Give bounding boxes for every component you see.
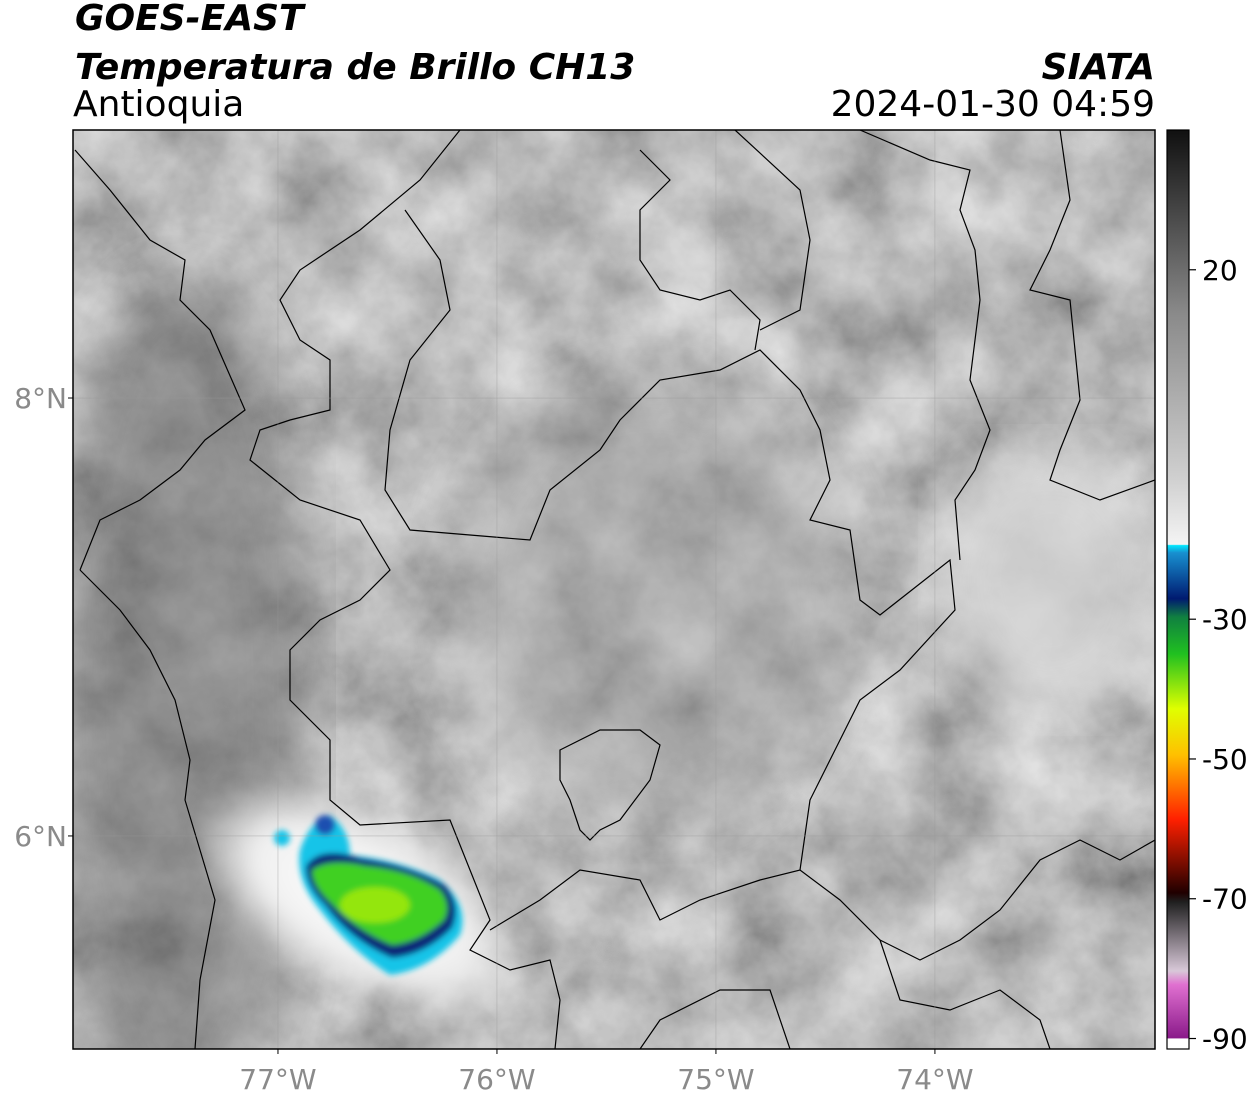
subtitle: Temperatura de Brillo CH13 [75, 47, 635, 88]
y-tick-label: 6°N [14, 820, 67, 853]
colorbar-tick-label: -50 [1202, 743, 1248, 776]
x-tick-label: 76°W [458, 1063, 535, 1096]
x-tick-label: 74°W [896, 1063, 973, 1096]
datetime: 2024-01-30 04:59 [831, 84, 1155, 125]
x-tick-label: 77°W [239, 1063, 316, 1096]
colorbar [1166, 129, 1190, 1050]
map-image [73, 130, 1155, 1049]
colorbar-tick-label: -30 [1202, 603, 1248, 636]
colorbar-tick-label: -70 [1202, 883, 1248, 916]
x-tick-label: 75°W [677, 1063, 754, 1096]
colorbar-tick-label: -90 [1202, 1023, 1248, 1056]
source: SIATA [1042, 47, 1155, 88]
boundaries [74, 130, 1155, 1049]
y-tick-label: 8°N [14, 382, 67, 415]
graticule [73, 130, 1155, 1049]
map-frame [72, 129, 1156, 1050]
region: Antioquia [73, 84, 244, 125]
colorbar-tick-label: 20 [1202, 254, 1238, 287]
title: GOES-EAST [75, 0, 306, 39]
